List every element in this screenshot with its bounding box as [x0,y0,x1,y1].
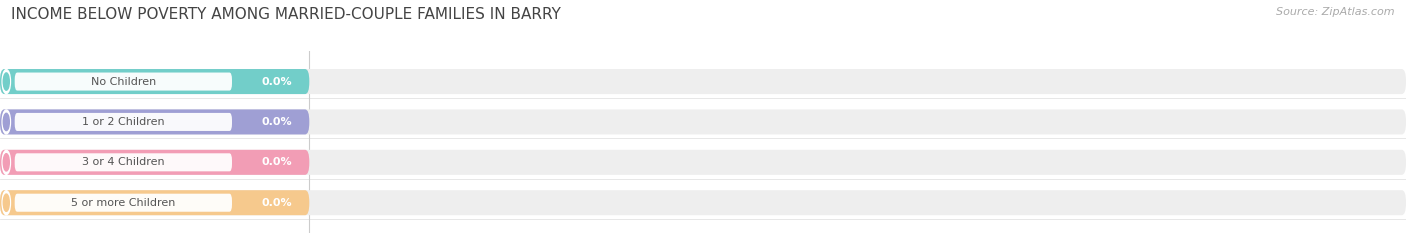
Text: 0.0%: 0.0% [262,157,292,167]
FancyBboxPatch shape [14,153,232,171]
Circle shape [3,110,10,134]
FancyBboxPatch shape [14,194,232,212]
Text: 0.0%: 0.0% [262,198,292,208]
FancyBboxPatch shape [0,150,309,175]
Text: 0.0%: 0.0% [262,77,292,86]
FancyBboxPatch shape [14,113,232,131]
Circle shape [3,191,10,215]
Text: No Children: No Children [91,77,156,86]
Circle shape [3,194,10,211]
FancyBboxPatch shape [14,72,232,91]
Text: INCOME BELOW POVERTY AMONG MARRIED-COUPLE FAMILIES IN BARRY: INCOME BELOW POVERTY AMONG MARRIED-COUPL… [11,7,561,22]
Text: Source: ZipAtlas.com: Source: ZipAtlas.com [1277,7,1395,17]
FancyBboxPatch shape [0,190,309,215]
FancyBboxPatch shape [0,190,1406,215]
FancyBboxPatch shape [0,69,1406,94]
Text: 3 or 4 Children: 3 or 4 Children [82,157,165,167]
FancyBboxPatch shape [0,150,1406,175]
FancyBboxPatch shape [0,110,1406,134]
Circle shape [3,154,10,171]
Text: 1 or 2 Children: 1 or 2 Children [82,117,165,127]
Circle shape [3,69,10,94]
FancyBboxPatch shape [0,110,309,134]
Text: 5 or more Children: 5 or more Children [72,198,176,208]
Circle shape [3,150,10,174]
Text: 0.0%: 0.0% [262,117,292,127]
Circle shape [3,113,10,130]
FancyBboxPatch shape [0,69,309,94]
Circle shape [3,73,10,90]
